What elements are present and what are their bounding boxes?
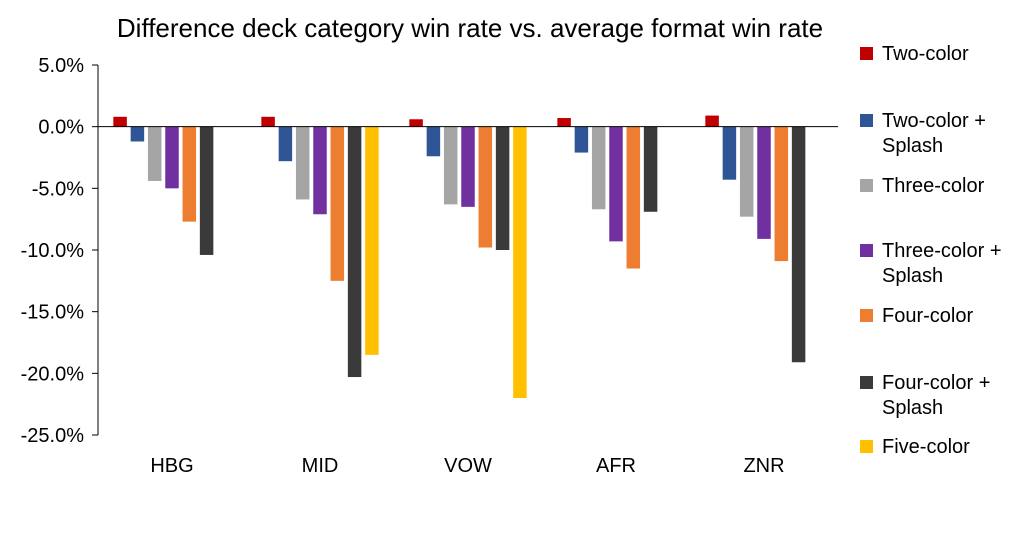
- legend-item: Two-color: [860, 43, 969, 65]
- legend-swatch: [860, 440, 873, 453]
- bar-hbg-two-color: [113, 116, 127, 127]
- x-tick-label: VOW: [444, 455, 492, 477]
- legend: Two-color Two-color + Splash Three-color Thr…: [860, 43, 1002, 458]
- legend-label: Four-color: [882, 305, 973, 327]
- x-tick-label: MID: [302, 455, 339, 477]
- legend-label: Two-color: [882, 43, 969, 65]
- legend-label: Five-color: [882, 436, 970, 458]
- legend-label: Three-color + Splash: [882, 240, 1002, 287]
- bar-hbg-four-color: [182, 126, 197, 222]
- x-tick-label: HBG: [150, 455, 193, 477]
- bar-znr-three-color-splash: [757, 126, 771, 239]
- bar-vow-three-color-splash: [461, 126, 475, 207]
- bar-mid-four-color-splash: [347, 126, 362, 378]
- legend-swatch: [860, 309, 873, 322]
- bar-afr-two-color-splash: [574, 126, 589, 153]
- legend-item: Four-color: [860, 305, 973, 327]
- bar-znr-four-color: [774, 126, 789, 262]
- bar-mid-four-color: [330, 126, 345, 281]
- legend-item: Three-color: [860, 175, 985, 197]
- bar-afr-four-color: [626, 126, 641, 269]
- legend-swatch: [860, 244, 873, 257]
- bar-mid-three-color: [295, 126, 310, 200]
- legend-item: Five-color: [860, 436, 970, 458]
- legend-item: Three-color + Splash: [860, 240, 1002, 287]
- bar-hbg-three-color: [147, 126, 162, 181]
- bar-mid-three-color-splash: [313, 126, 327, 215]
- bar-afr-four-color-splash: [643, 126, 658, 212]
- y-tick-label: -10.0%: [21, 240, 85, 262]
- legend-label: Four-color + Splash: [882, 372, 990, 419]
- bar-znr-two-color: [705, 115, 719, 127]
- bar-znr-four-color-splash: [791, 126, 806, 363]
- y-tick-label: -5.0%: [32, 178, 84, 200]
- legend-item: Two-color + Splash: [860, 110, 986, 157]
- legend-label: Three-color: [882, 175, 985, 197]
- bar-znr-two-color-splash: [722, 126, 737, 180]
- bar-mid-five-color: [365, 126, 379, 355]
- bar-mid-two-color: [261, 116, 275, 127]
- bar-hbg-two-color-splash: [130, 126, 145, 142]
- legend-swatch: [860, 179, 873, 192]
- bar-vow-four-color-splash: [495, 126, 510, 250]
- legend-swatch: [860, 114, 873, 127]
- y-tick-label: -15.0%: [21, 302, 85, 324]
- bar-hbg-three-color-splash: [165, 126, 179, 189]
- y-tick-label: 5.0%: [38, 55, 84, 77]
- axes: 5.0% 0.0% -5.0% -10.0% -15.0% -20.0% -25.0%: [21, 55, 99, 447]
- bar-mid-two-color-splash: [278, 126, 293, 162]
- x-tick-labels: HBG MID VOW AFR ZNR: [150, 455, 784, 477]
- bar-znr-three-color: [739, 126, 754, 217]
- x-tick-label: AFR: [596, 455, 636, 477]
- bar-afr-three-color-splash: [609, 126, 623, 242]
- y-tick-label: -20.0%: [21, 363, 85, 385]
- y-tick-label: -25.0%: [21, 425, 85, 447]
- bar-afr-three-color: [591, 126, 606, 210]
- bar-vow-three-color: [443, 126, 458, 205]
- legend-label: Two-color + Splash: [882, 110, 986, 157]
- bar-afr-two-color: [557, 118, 571, 127]
- y-tick-label: 0.0%: [38, 117, 84, 139]
- bar-vow-two-color-splash: [426, 126, 441, 157]
- bar-vow-four-color: [478, 126, 493, 248]
- bar-vow-five-color: [513, 126, 527, 399]
- chart-title: Difference deck category win rate vs. av…: [117, 13, 823, 43]
- bar-vow-two-color: [409, 119, 423, 127]
- x-tick-label: ZNR: [743, 455, 784, 477]
- legend-item: Four-color + Splash: [860, 372, 990, 419]
- bar-hbg-four-color-splash: [199, 126, 214, 255]
- bars: [113, 115, 806, 399]
- legend-swatch: [860, 376, 873, 389]
- legend-swatch: [860, 47, 873, 60]
